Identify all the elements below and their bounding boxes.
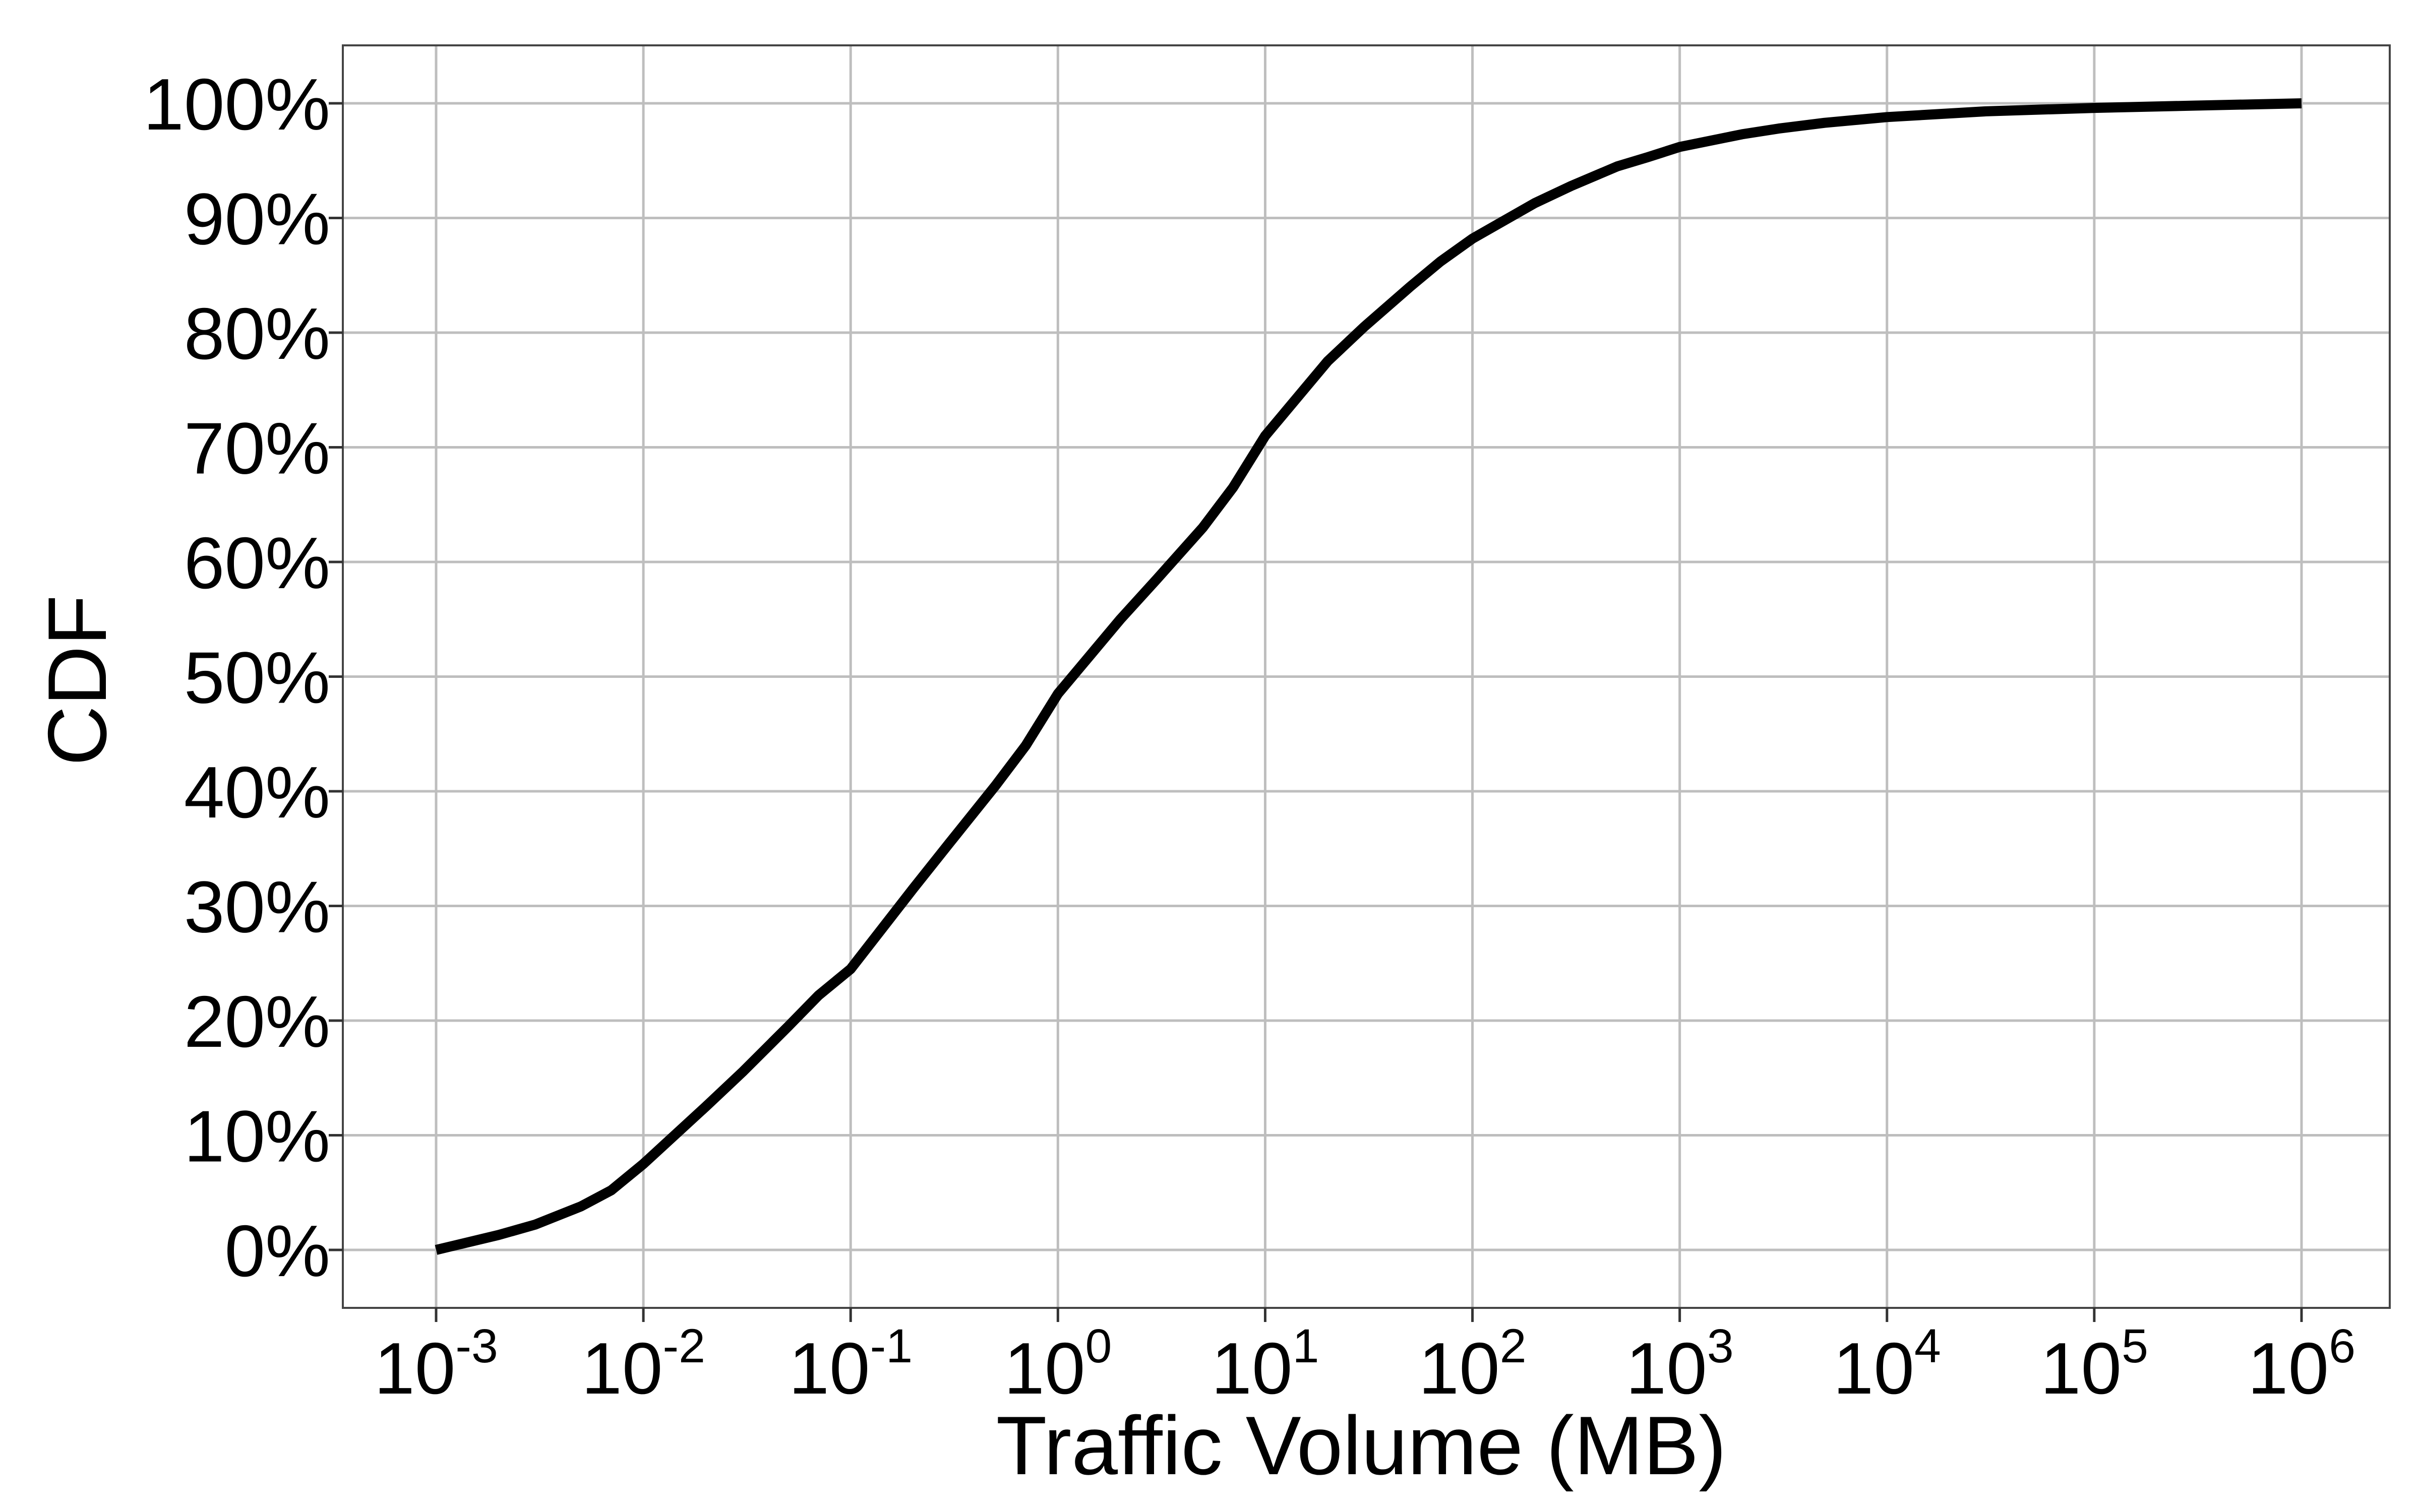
x-tick-label: 10-1 bbox=[789, 1319, 913, 1409]
y-tick-label: 90% bbox=[184, 178, 330, 260]
x-tick-label: 102 bbox=[1418, 1319, 1526, 1409]
x-tick-label: 101 bbox=[1211, 1319, 1319, 1409]
series-line-cdf bbox=[435, 98, 2302, 1255]
x-tick-label: 10-3 bbox=[374, 1319, 498, 1409]
y-tick-label: 80% bbox=[184, 293, 330, 374]
y-axis-tick-labels: 0% 10% 20% 30% 40% 50% 60% 70% 80% 90% 100% bbox=[143, 64, 330, 1292]
y-axis-title: CDF bbox=[31, 595, 124, 766]
grid-lines bbox=[343, 45, 2390, 1308]
x-axis-tick-labels: 10-3 10-2 10-1 100 101 102 103 104 105 106 bbox=[374, 1319, 2355, 1409]
x-axis-tick-marks bbox=[435, 1308, 2303, 1322]
y-tick-label: 70% bbox=[184, 408, 330, 489]
x-tick-label: 10-2 bbox=[581, 1319, 705, 1409]
x-axis-title: Traffic Volume (MB) bbox=[996, 1399, 1727, 1492]
x-tick-label: 104 bbox=[1833, 1319, 1941, 1409]
y-tick-label: 0% bbox=[224, 1210, 330, 1292]
y-tick-label: 50% bbox=[184, 637, 330, 719]
y-tick-label: 100% bbox=[143, 64, 330, 145]
y-tick-label: 20% bbox=[184, 981, 330, 1062]
y-tick-label: 40% bbox=[184, 751, 330, 833]
y-tick-label: 30% bbox=[184, 866, 330, 948]
y-tick-label: 10% bbox=[184, 1096, 330, 1177]
x-tick-label: 106 bbox=[2248, 1319, 2355, 1409]
x-tick-label: 105 bbox=[2040, 1319, 2148, 1409]
y-tick-label: 60% bbox=[184, 522, 330, 604]
x-tick-label: 100 bbox=[1004, 1319, 1112, 1409]
x-tick-label: 103 bbox=[1626, 1319, 1734, 1409]
y-axis-tick-marks bbox=[329, 102, 343, 1251]
